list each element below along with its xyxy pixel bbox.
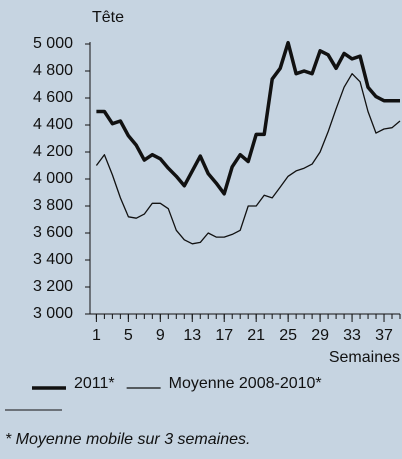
y-tick-label: 3 000 bbox=[33, 305, 73, 322]
y-tick-label: 3 200 bbox=[33, 278, 73, 295]
x-tick-label: 13 bbox=[183, 327, 201, 344]
y-tick-label: 4 600 bbox=[33, 89, 73, 106]
x-tick-label: 29 bbox=[311, 327, 329, 344]
x-tick-label: 17 bbox=[215, 327, 233, 344]
legend-label: Moyenne 2008-2010* bbox=[169, 375, 322, 392]
y-tick-label: 3 400 bbox=[33, 251, 73, 268]
x-tick-label: 25 bbox=[279, 327, 297, 344]
x-tick-label: 9 bbox=[156, 327, 165, 344]
x-tick-label: 37 bbox=[375, 327, 393, 344]
x-tick-label: 21 bbox=[247, 327, 265, 344]
series-line bbox=[95, 73, 401, 245]
y-tick-label: 3 800 bbox=[33, 197, 73, 214]
series-line bbox=[96, 40, 400, 196]
y-tick-label: 4 000 bbox=[33, 170, 73, 187]
y-tick-label: 4 200 bbox=[33, 143, 73, 160]
y-tick-label: 4 800 bbox=[33, 62, 73, 79]
y-axis-label: Tête bbox=[92, 9, 124, 26]
x-tick-label: 5 bbox=[124, 327, 133, 344]
legend-label: 2011* bbox=[74, 375, 115, 392]
y-tick-label: 5 000 bbox=[33, 35, 73, 52]
footnote: * Moyenne mobile sur 3 semaines. bbox=[5, 431, 250, 448]
x-tick-label: 1 bbox=[92, 327, 101, 344]
x-tick-label: 33 bbox=[343, 327, 361, 344]
y-tick-label: 3 600 bbox=[33, 224, 73, 241]
y-tick-label: 4 400 bbox=[33, 116, 73, 133]
x-axis-label: Semaines bbox=[329, 349, 400, 366]
